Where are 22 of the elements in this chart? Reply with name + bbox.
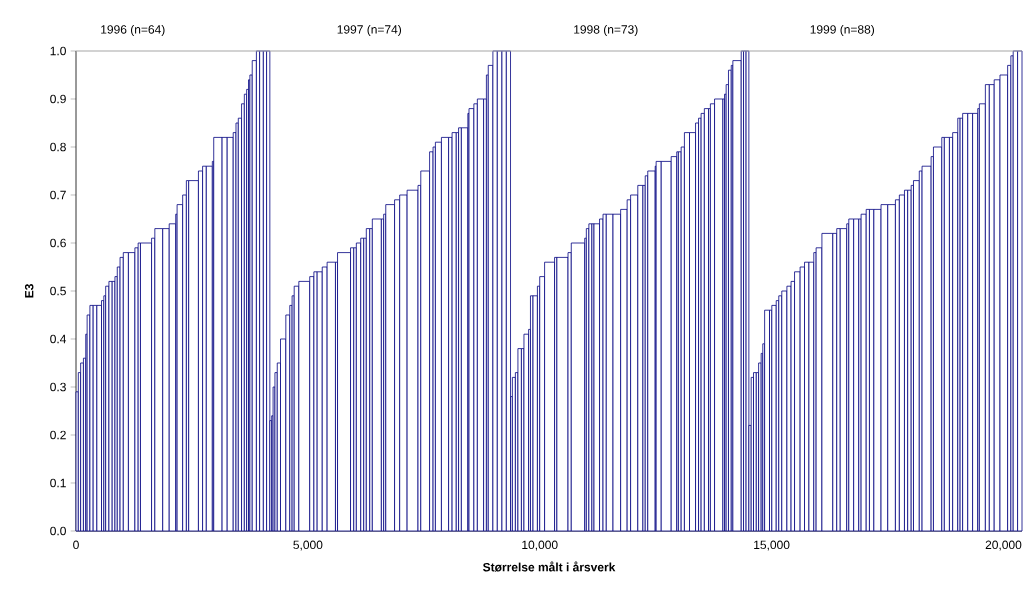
y-tick-label: 0.1 — [50, 478, 66, 488]
y-tick-label: 0.4 — [50, 334, 67, 344]
y-tick-label: 0.3 — [50, 382, 66, 392]
y-tick-label: 0.2 — [50, 430, 66, 440]
y-tick-label: 0.7 — [50, 190, 66, 200]
y-tick-label: 0.6 — [50, 238, 66, 248]
y-tick-label: 0.5 — [50, 286, 66, 296]
text: 1999 (n=88) — [810, 24, 875, 37]
y-tick-label: 0.0 — [50, 526, 66, 536]
x-tick-label: 0 — [73, 540, 79, 550]
x-tick-label: 10,000 — [522, 540, 558, 551]
text: 1996 (n=64) — [101, 24, 165, 37]
text: 1998 (n=73) — [574, 24, 638, 37]
x-axis-title: Størrelse målt i årsverk — [482, 561, 616, 572]
text: 1997 (n=74) — [337, 24, 402, 37]
y-tick-label: 0.9 — [50, 94, 66, 104]
y-tick-label: 0.8 — [50, 142, 66, 152]
y-axis-title: E3 — [24, 284, 34, 298]
y-tick-label: 1.0 — [50, 46, 66, 56]
x-tick-label: 20,000 — [985, 540, 1022, 551]
x-tick-label: 5,000 — [293, 540, 323, 551]
x-tick-label: 15,000 — [754, 540, 790, 551]
